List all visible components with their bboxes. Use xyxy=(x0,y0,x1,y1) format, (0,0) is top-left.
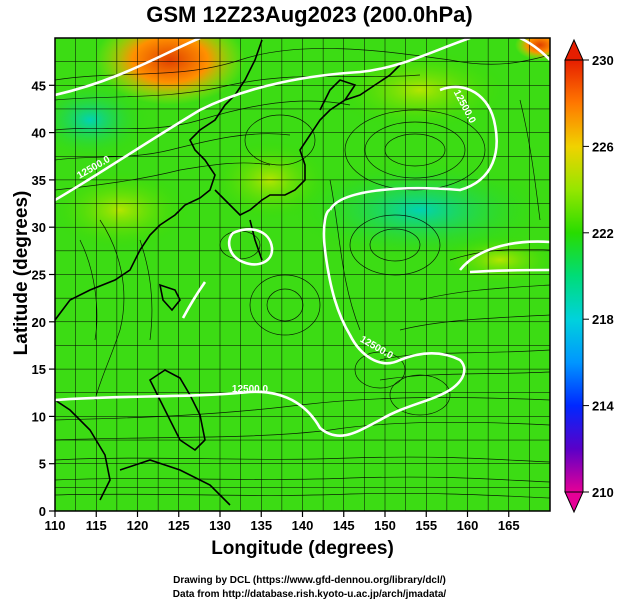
x-tick-label: 125 xyxy=(168,518,190,533)
x-tick-label: 165 xyxy=(498,518,520,533)
y-tick-label: 10 xyxy=(32,409,46,424)
x-tick-label: 130 xyxy=(209,518,231,533)
x-tick-label: 155 xyxy=(415,518,437,533)
colorbar-min-arrow xyxy=(564,491,584,514)
colorbar-tick-label: 214 xyxy=(592,399,614,414)
y-tick-label: 20 xyxy=(32,315,46,330)
y-tick-label: 35 xyxy=(32,173,46,188)
colorbar-max-arrow xyxy=(564,38,584,61)
coastlines xyxy=(55,39,401,506)
colorbar-tick-label: 210 xyxy=(592,485,614,500)
temperature-field xyxy=(55,38,550,511)
x-axis-ticks: 110 115 120 125 130 135 140 145 150 155 160 165 xyxy=(45,511,520,533)
x-tick-label: 115 xyxy=(86,518,107,533)
y-axis-ticks: 0 5 10 15 20 25 30 35 40 45 xyxy=(32,78,55,519)
y-tick-label: 40 xyxy=(32,126,46,141)
x-axis-label: Longitude (degrees) xyxy=(211,538,394,559)
x-tick-label: 110 xyxy=(45,518,66,533)
colorbar-tick-label: 230 xyxy=(592,53,614,68)
credit-data: Data from http://database.rish.kyoto-u.a… xyxy=(172,589,447,600)
x-tick-label: 120 xyxy=(127,518,149,533)
colorbar-tick-label: 226 xyxy=(592,139,614,154)
y-axis-label: Latitude (degrees) xyxy=(11,190,32,356)
x-tick-label: 160 xyxy=(457,518,479,533)
colorbar: 230 226 222 218 214 210 xyxy=(564,38,614,514)
y-tick-label: 45 xyxy=(32,78,46,93)
contour-label: 12500.0 xyxy=(232,384,269,395)
colorbar-tick-label: 218 xyxy=(592,312,614,327)
y-tick-label: 5 xyxy=(39,457,46,472)
y-tick-label: 15 xyxy=(32,362,46,377)
wind-streamlines xyxy=(55,48,550,499)
credit-drawing: Drawing by DCL (https://www.gfd-dennou.o… xyxy=(173,575,446,586)
x-tick-label: 145 xyxy=(333,518,355,533)
y-tick-label: 30 xyxy=(32,220,46,235)
height-contours xyxy=(55,38,550,437)
y-tick-label: 0 xyxy=(39,504,46,519)
x-tick-label: 135 xyxy=(250,518,272,533)
graticule xyxy=(55,38,550,511)
x-tick-label: 150 xyxy=(374,518,396,533)
map-title: GSM 12Z23Aug2023 (200.0hPa) xyxy=(146,2,473,27)
x-tick-label: 140 xyxy=(292,518,314,533)
y-tick-label: 25 xyxy=(32,268,46,283)
colorbar-tick-label: 222 xyxy=(592,226,614,241)
